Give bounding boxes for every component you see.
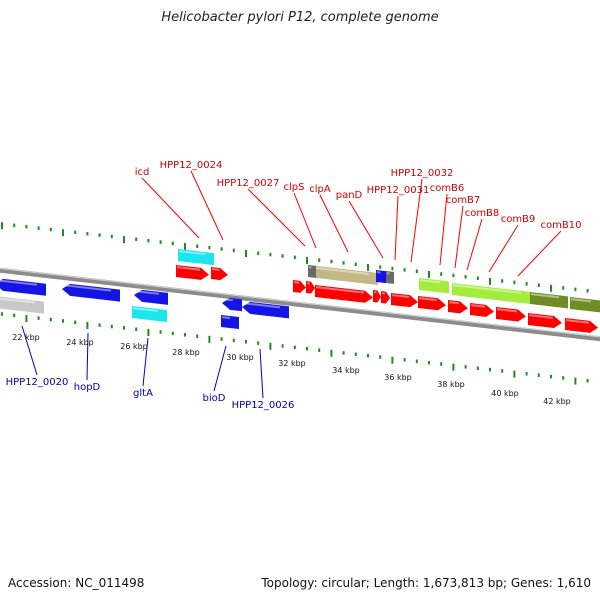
gene-box-lightgreen [419,278,449,294]
backbone-highlight [0,267,600,338]
label-leader-line [488,224,519,273]
gene-label-HPP12_0032: HPP12_0032 [391,168,454,179]
scale-ticks [1,222,589,385]
kbp-label: 38 kbp [437,380,465,389]
label-leader-line [247,188,306,247]
kbp-label: 40 kbp [491,389,519,398]
gene-arrow-red [565,318,598,333]
gene-box-blue [376,270,386,284]
gene-label-comB9: comB9 [501,214,536,225]
gene-label-comB7: comB7 [446,195,481,206]
gene-arrow-red [528,313,562,328]
gene-arrow-red [176,265,209,280]
gene-box-cyan-lower [132,306,167,322]
gene-arrow-blue [62,283,120,302]
gene-label-gltA: gltA [133,388,153,399]
gene-arrow-red [373,290,381,303]
gene-arrow-red [211,267,228,281]
gene-tracks [0,249,600,333]
gene-label-HPP12_0027: HPP12_0027 [217,178,280,189]
label-leader-line [213,345,227,392]
kbp-label: 32 kbp [278,359,306,368]
gene-arrow-blue [222,297,242,312]
gene-arrow-blue [0,278,46,296]
label-leader-line [466,218,483,271]
kbp-label: 26 kbp [120,342,148,351]
label-leaders [21,170,562,399]
kbp-label: 28 kbp [172,348,200,357]
gene-label-icd: icd [135,167,150,178]
gene-arrow-red [391,293,418,308]
gene-arrow-red [381,291,390,304]
gene-box-cyan-upper [178,249,214,266]
gene-label-clpS: clpS [284,182,305,193]
kbp-label: 22 kbp [12,333,40,342]
accession-text: Accession: NC_011498 [8,576,145,590]
gene-arrow-blue [242,301,289,319]
gene-arrow-blue [134,289,168,305]
gene-box-dark [308,265,316,278]
gene-label-HPP12_0031: HPP12_0031 [367,185,430,196]
kbp-label: 24 kbp [66,338,94,347]
gene-arrow-red [448,300,468,314]
label-leader-line [517,230,562,277]
kbp-label: 34 kbp [332,366,360,375]
gene-box-lightgreen [452,283,530,304]
gene-label-comB8: comB8 [465,208,500,219]
kbp-label: 36 kbp [384,373,412,382]
label-leader-line [293,192,317,249]
gene-arrow-red [418,296,446,311]
kbp-label: 30 kbp [226,353,254,362]
label-leader-line [86,332,89,381]
label-leader-line [259,348,264,399]
label-leader-line [454,205,464,269]
label-leader-line [439,193,448,266]
gene-box-blue [221,315,239,330]
gene-box-khaki [308,265,378,285]
gene-label-HPP12_0024: HPP12_0024 [160,160,223,171]
gene-label-panD: panD [336,190,363,201]
gene-label-hopD: hopD [74,382,101,393]
label-leader-line [141,177,200,239]
gene-label-bioD: bioD [203,393,226,404]
gene-arrow-red [293,280,306,293]
gene-box-olive [530,292,568,309]
kbp-scale: 22 kbp 24 kbp 26 kbp 28 kbp 30 kbp 32 kbp 34 k… [12,333,571,406]
gene-arrow-red [315,285,373,303]
map-title: Helicobacter pylori P12, complete genome [161,10,439,25]
gene-arrow-red [496,307,526,322]
label-leader-line [348,200,384,259]
gene-arrow-red [470,303,494,317]
label-leader-line [394,195,399,261]
gene-label-comB10: comB10 [541,220,582,231]
gene-label-HPP12_0026: HPP12_0026 [232,400,295,411]
label-leader-line [21,325,38,376]
label-leader-line [142,337,149,387]
kbp-label: 42 kbp [543,397,571,406]
gene-box-gray [0,296,44,314]
label-leader-line [319,194,349,253]
label-leader-line [190,170,224,241]
gene-label-HPP12_0020: HPP12_0020 [6,377,69,388]
label-leader-line [410,178,423,263]
topology-text: Topology: circular; Length: 1,673,813 bp… [261,576,591,590]
gene-label-comB6: comB6 [430,183,465,194]
gene-label-clpA: clpA [309,184,331,195]
gene-arrow-red [306,281,315,294]
gene-box-olive [570,297,600,313]
genome-backbone [0,267,600,342]
gene-box-dark [386,271,394,284]
gene-labels: icd HPP12_0024 HPP12_0027 clpS clpA panD HPP12… [6,160,582,411]
